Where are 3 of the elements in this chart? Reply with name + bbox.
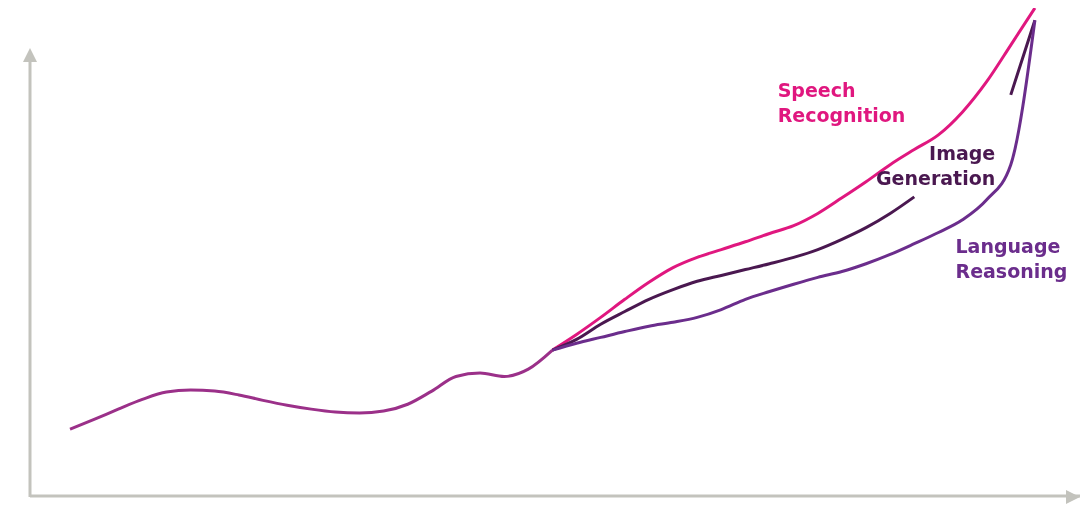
series-label: Image Generation	[876, 141, 996, 189]
series-label: Language Reasoning	[955, 234, 1068, 282]
series-label: Speech Recognition	[777, 78, 906, 126]
